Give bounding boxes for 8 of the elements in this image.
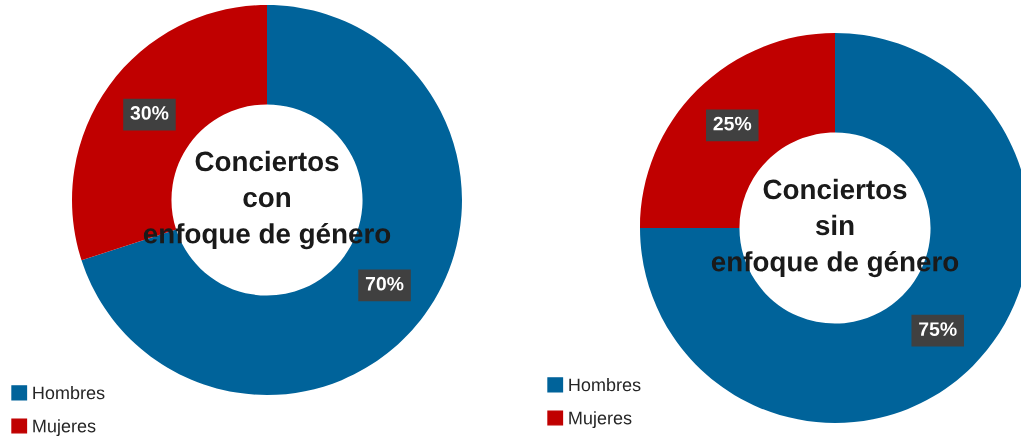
data-label: 30% [130, 106, 169, 120]
legend-label: Mujeres [33, 419, 96, 436]
legend-label: Hombres [569, 377, 641, 392]
data-label: 25% [713, 116, 752, 131]
legend-label: Mujeres [569, 411, 632, 428]
legend-label: Hombres [33, 385, 105, 400]
data-label: 75% [919, 322, 957, 336]
data-label: 70% [365, 276, 404, 291]
